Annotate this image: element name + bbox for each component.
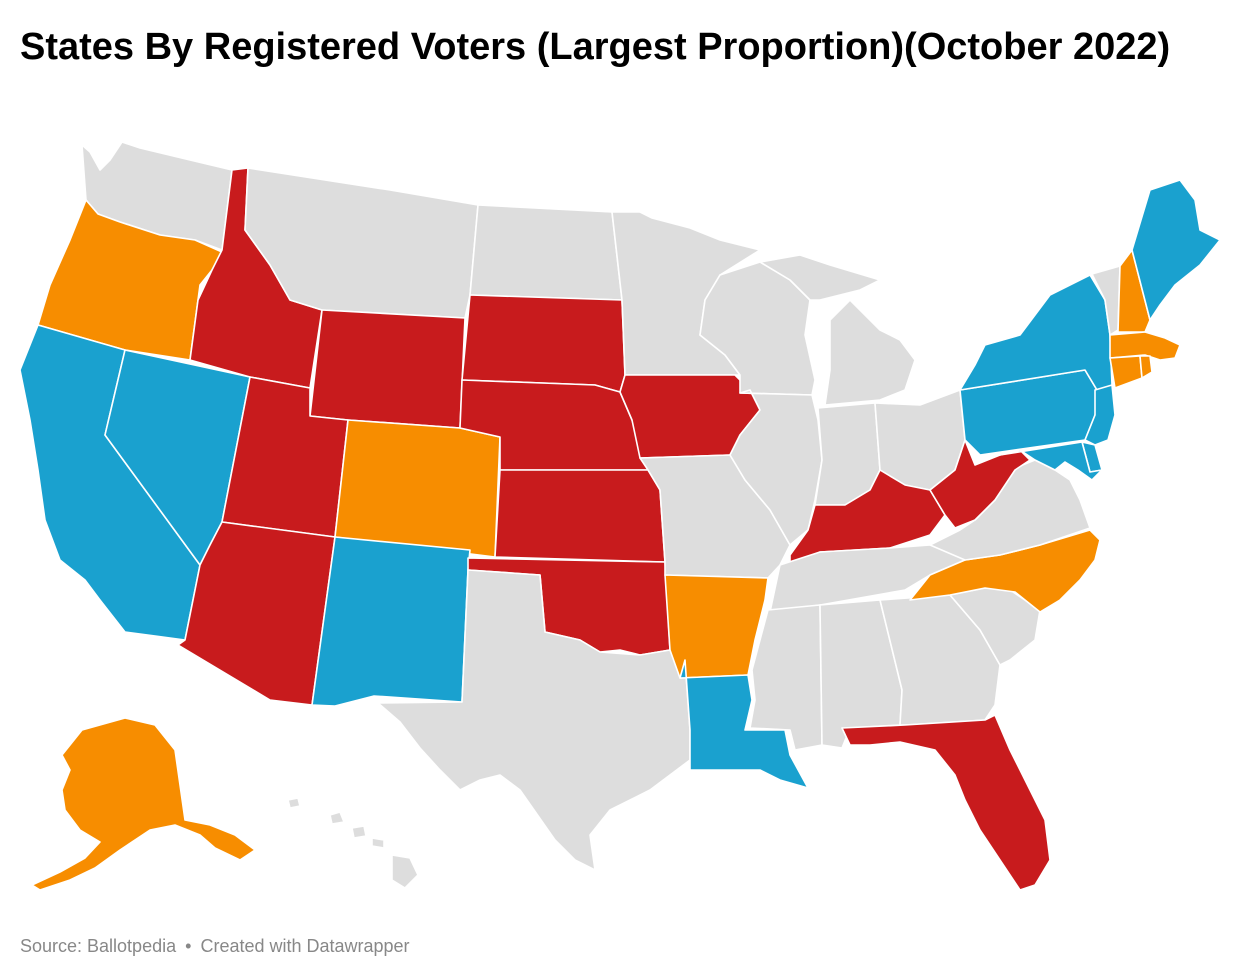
state-ak[interactable] [31, 717, 256, 891]
state-nj[interactable] [1084, 384, 1116, 446]
state-nm[interactable] [311, 536, 471, 707]
state-ri[interactable] [1139, 355, 1153, 379]
state-ky[interactable] [789, 469, 946, 569]
us-map [0, 120, 1240, 920]
state-ar[interactable] [664, 574, 769, 679]
state-wy[interactable] [309, 309, 466, 429]
state-or[interactable] [37, 199, 223, 361]
state-ks[interactable] [494, 469, 666, 563]
footer-separator: • [185, 936, 192, 956]
state-hi[interactable] [287, 797, 419, 889]
state-vt[interactable] [1091, 265, 1121, 336]
state-la[interactable] [679, 659, 809, 789]
credit-note: Created with Datawrapper [200, 936, 410, 956]
state-nh[interactable] [1117, 249, 1151, 333]
state-ny[interactable] [959, 274, 1113, 396]
state-ct[interactable] [1109, 355, 1143, 389]
us-map-svg [19, 141, 1221, 891]
state-co[interactable] [334, 419, 501, 558]
source-note: Source: Ballotpedia [20, 936, 177, 956]
state-tx[interactable] [377, 569, 691, 871]
state-fl[interactable] [841, 714, 1051, 891]
state-ms[interactable] [749, 604, 823, 751]
state-mi[interactable] [759, 254, 916, 406]
state-md[interactable] [999, 441, 1103, 481]
state-nd[interactable] [469, 204, 623, 301]
map-footer: Source: Ballotpedia • Created with Dataw… [20, 934, 410, 958]
state-sd[interactable] [461, 294, 626, 393]
map-title: States By Registered Voters (Largest Pro… [20, 26, 1171, 68]
state-me[interactable] [1131, 179, 1221, 321]
